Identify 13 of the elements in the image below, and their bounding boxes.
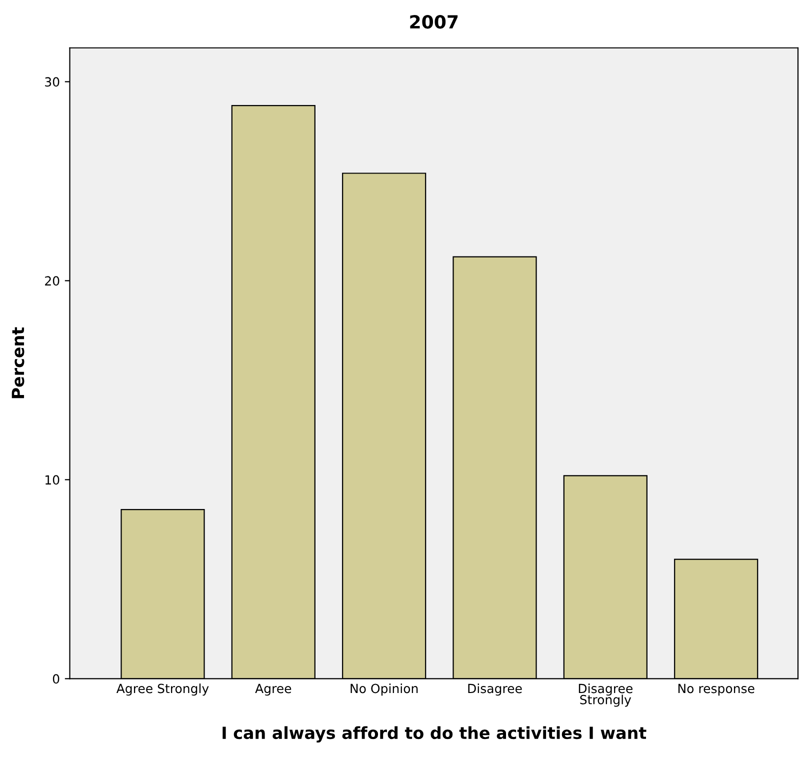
y-tick-label: 10 — [46, 475, 60, 485]
x-tick-label: Disagree — [468, 684, 522, 696]
x-tick-label: Agree Strongly — [116, 684, 209, 696]
x-tick-label: No Opinion — [350, 684, 418, 696]
x-tick-label: Disagree Strongly — [578, 684, 632, 707]
x-axis-title: I can always afford to do the activities I want — [222, 726, 646, 742]
y-tick-label: 30 — [45, 77, 60, 87]
y-tick-label: 20 — [45, 276, 60, 286]
chart-title: 2007 — [410, 15, 458, 29]
x-tick-label: Agree — [255, 684, 292, 696]
x-tick-label: No response — [678, 684, 754, 696]
y-tick-label: 0 — [52, 674, 60, 684]
y-axis-title: Percent — [12, 327, 24, 398]
